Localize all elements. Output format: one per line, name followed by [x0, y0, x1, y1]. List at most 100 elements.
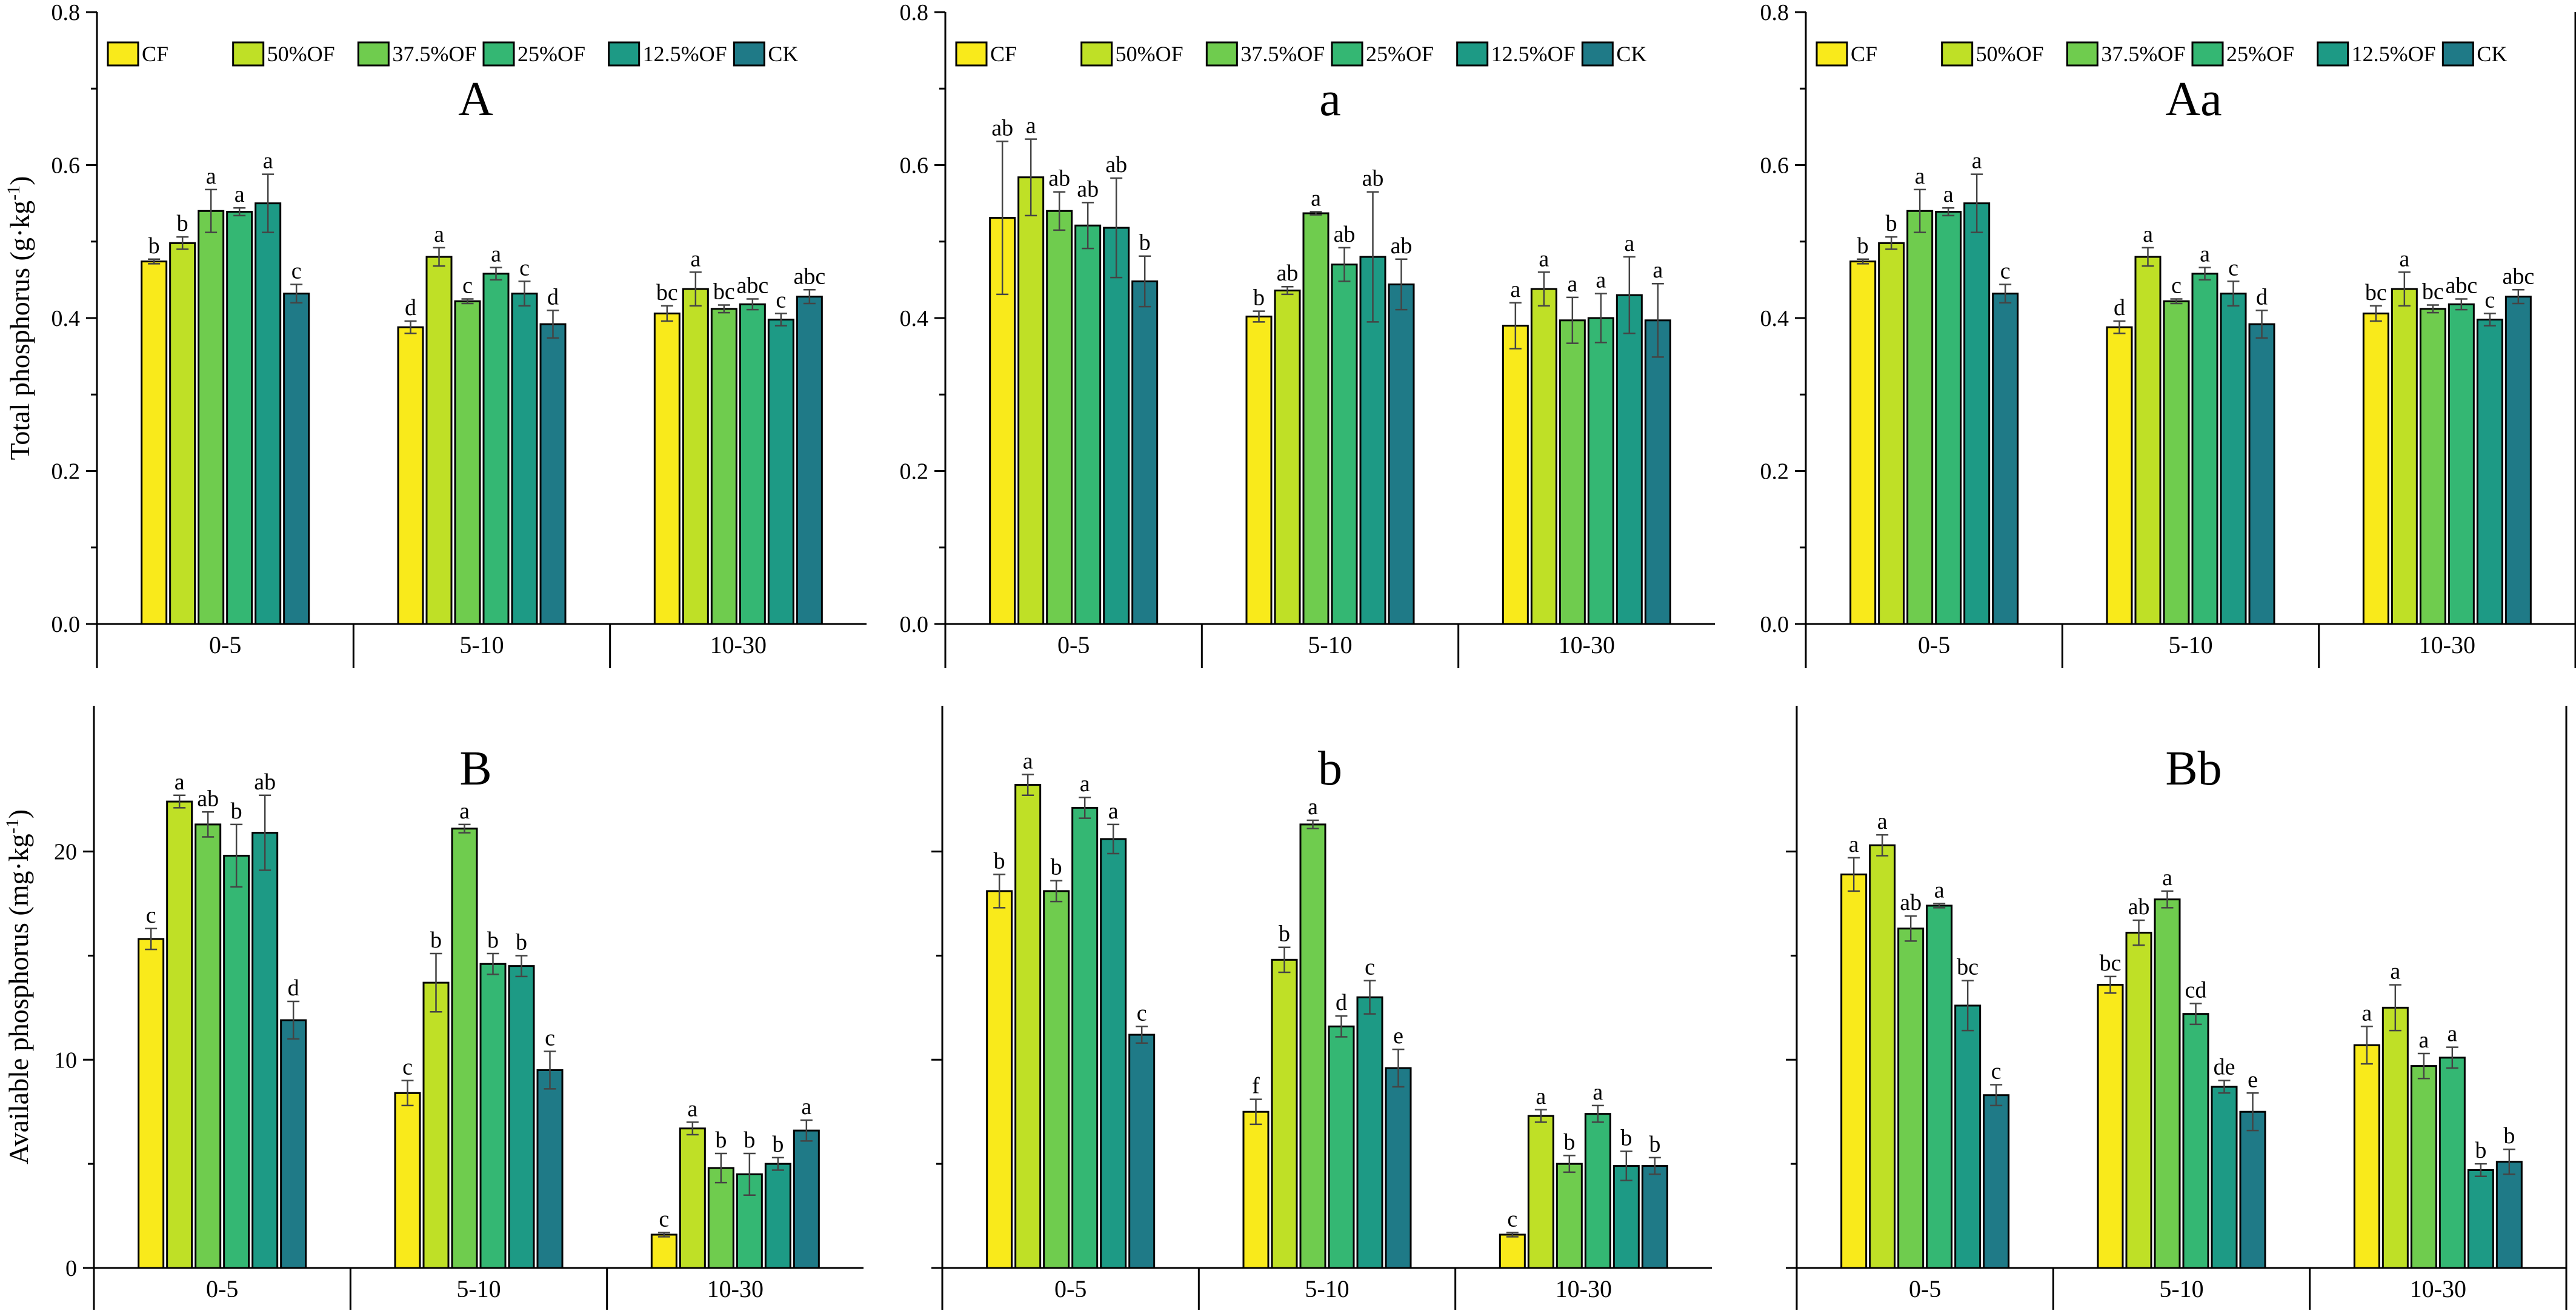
legend-swatch — [2191, 41, 2224, 67]
x-category-label: 5-10 — [1308, 631, 1352, 659]
significance-letter: ab — [1277, 260, 1299, 286]
significance-letter: a — [2447, 1021, 2457, 1047]
bar-CK-5-10 — [1385, 1067, 1412, 1269]
significance-letter: c — [659, 1207, 669, 1232]
significance-letter: abc — [793, 264, 825, 289]
bar-50OF-0-5 — [166, 800, 193, 1269]
y-tick-label: 20 — [54, 840, 77, 865]
significance-letter: bc — [2422, 279, 2444, 305]
bar-CK-0-5 — [1131, 280, 1159, 625]
bar-50OF-10-30 — [679, 1127, 706, 1269]
bar-CF-5-10 — [2097, 984, 2124, 1269]
bar-375OF-5-10 — [2154, 898, 2181, 1269]
significance-letter: de — [2214, 1055, 2235, 1080]
bar-375OF-5-10 — [1299, 823, 1326, 1269]
significance-letter: b — [2475, 1138, 2486, 1163]
significance-letter: d — [405, 295, 416, 320]
legend-label: 25%OF — [2226, 42, 2294, 66]
x-category-label: 5-10 — [2168, 631, 2212, 659]
legend-label: 37.5%OF — [2101, 42, 2185, 66]
significance-letter: a — [1108, 798, 1119, 824]
legend-swatch — [2066, 41, 2098, 67]
legend: CF 50%OF 37.5%OF 25%OF 12.5%OF CK — [107, 41, 798, 67]
bar-25OF-0-5 — [1071, 806, 1099, 1269]
bar-25OF-10-30 — [1584, 1113, 1611, 1269]
legend-swatch — [1331, 41, 1363, 67]
significance-letter: c — [2171, 273, 2182, 298]
bar-375OF-0-5 — [1897, 927, 1925, 1269]
bar-25OF-0-5 — [1935, 211, 1962, 625]
bar-25OF-5-10 — [2191, 273, 2218, 625]
y-axis-label-end: ) — [4, 176, 35, 185]
significance-letter: a — [1624, 231, 1634, 256]
panel-B: 0 10 20 Available phosphorus (mg·kg-1) 0-5 5-… — [2, 706, 864, 1310]
bar-CK-10-30 — [796, 296, 823, 625]
significance-letter: ab — [1077, 176, 1099, 202]
significance-letter: b — [1279, 921, 1290, 947]
bar-CK-0-5 — [1128, 1034, 1156, 1269]
bar-25OF-10-30 — [739, 303, 766, 625]
significance-letter: c — [291, 258, 302, 284]
y-tick-label: 0.6 — [1760, 153, 1789, 179]
y-axis-label-sup: -1 — [2, 818, 22, 834]
significance-letter: ab — [991, 115, 1013, 141]
legend-label: CF — [142, 42, 168, 66]
significance-letter: abc — [736, 273, 768, 298]
significance-letter: c — [402, 1055, 413, 1080]
significance-letter: b — [430, 927, 442, 953]
significance-letter: c — [2000, 258, 2011, 284]
bar-CK-0-5 — [1983, 1094, 2010, 1269]
x-category-label: 5-10 — [1305, 1275, 1349, 1302]
bar-375OF-10-30 — [1559, 319, 1586, 625]
bar-CK-5-10 — [2239, 1110, 2266, 1269]
bar-25OF-5-10 — [1328, 1025, 1355, 1269]
significance-letter: d — [547, 284, 559, 310]
bar-CK-5-10 — [2248, 323, 2275, 625]
bar-50OF-5-10 — [2134, 256, 2162, 625]
significance-letter: b — [744, 1127, 755, 1153]
bar-CF-5-10 — [394, 1092, 421, 1269]
y-tick-label: 0 — [65, 1256, 77, 1281]
x-category-label: 0-5 — [1918, 631, 1950, 659]
bar-125OF-0-5 — [1963, 202, 1991, 625]
significance-letter: d — [2256, 284, 2268, 310]
significance-letter: b — [715, 1127, 727, 1153]
bar-125OF-10-30 — [1616, 294, 1643, 625]
x-category-label: 5-10 — [456, 1275, 501, 1302]
significance-letter: a — [206, 164, 216, 189]
significance-letter: a — [175, 769, 185, 795]
bar-CK-10-30 — [1644, 319, 1671, 625]
legend-swatch — [357, 41, 390, 67]
y-tick-label: 0.6 — [900, 153, 929, 179]
legend-label: 12.5%OF — [1491, 42, 1576, 66]
significance-letter: c — [2484, 287, 2495, 313]
significance-letter: a — [1934, 878, 1945, 903]
bar-CF-5-10 — [1242, 1110, 1270, 1269]
bar-50OF-5-10 — [422, 981, 450, 1269]
significance-letter: a — [2361, 1000, 2372, 1026]
x-category-label: 0-5 — [209, 631, 241, 659]
bar-125OF-0-5 — [1954, 1004, 1982, 1269]
bar-50OF-0-5 — [1017, 176, 1045, 625]
significance-letter: b — [148, 233, 160, 259]
significance-letter: c — [146, 903, 156, 928]
bar-CK-5-10 — [539, 323, 567, 625]
significance-letter: ab — [1334, 222, 1356, 247]
bar-CK-10-30 — [793, 1129, 820, 1269]
significance-letter: a — [1943, 182, 1954, 207]
legend-label: 25%OF — [518, 42, 585, 66]
significance-letter: b — [1857, 233, 1869, 259]
y-tick-label: 0.2 — [900, 459, 929, 485]
significance-letter: d — [1336, 990, 1347, 1015]
y-tick-label: 0.0 — [900, 612, 929, 637]
legend-label: 50%OF — [1976, 42, 2044, 66]
y-tick-label: 0.8 — [52, 0, 81, 25]
significance-letter: a — [459, 798, 470, 824]
significance-letter: c — [1507, 1207, 1517, 1232]
bar-25OF-5-10 — [482, 273, 510, 625]
significance-letter: b — [994, 848, 1005, 874]
bar-375OF-0-5 — [1043, 890, 1070, 1269]
bar-50OF-10-30 — [2381, 1006, 2409, 1269]
significance-letter: a — [1849, 832, 1859, 857]
